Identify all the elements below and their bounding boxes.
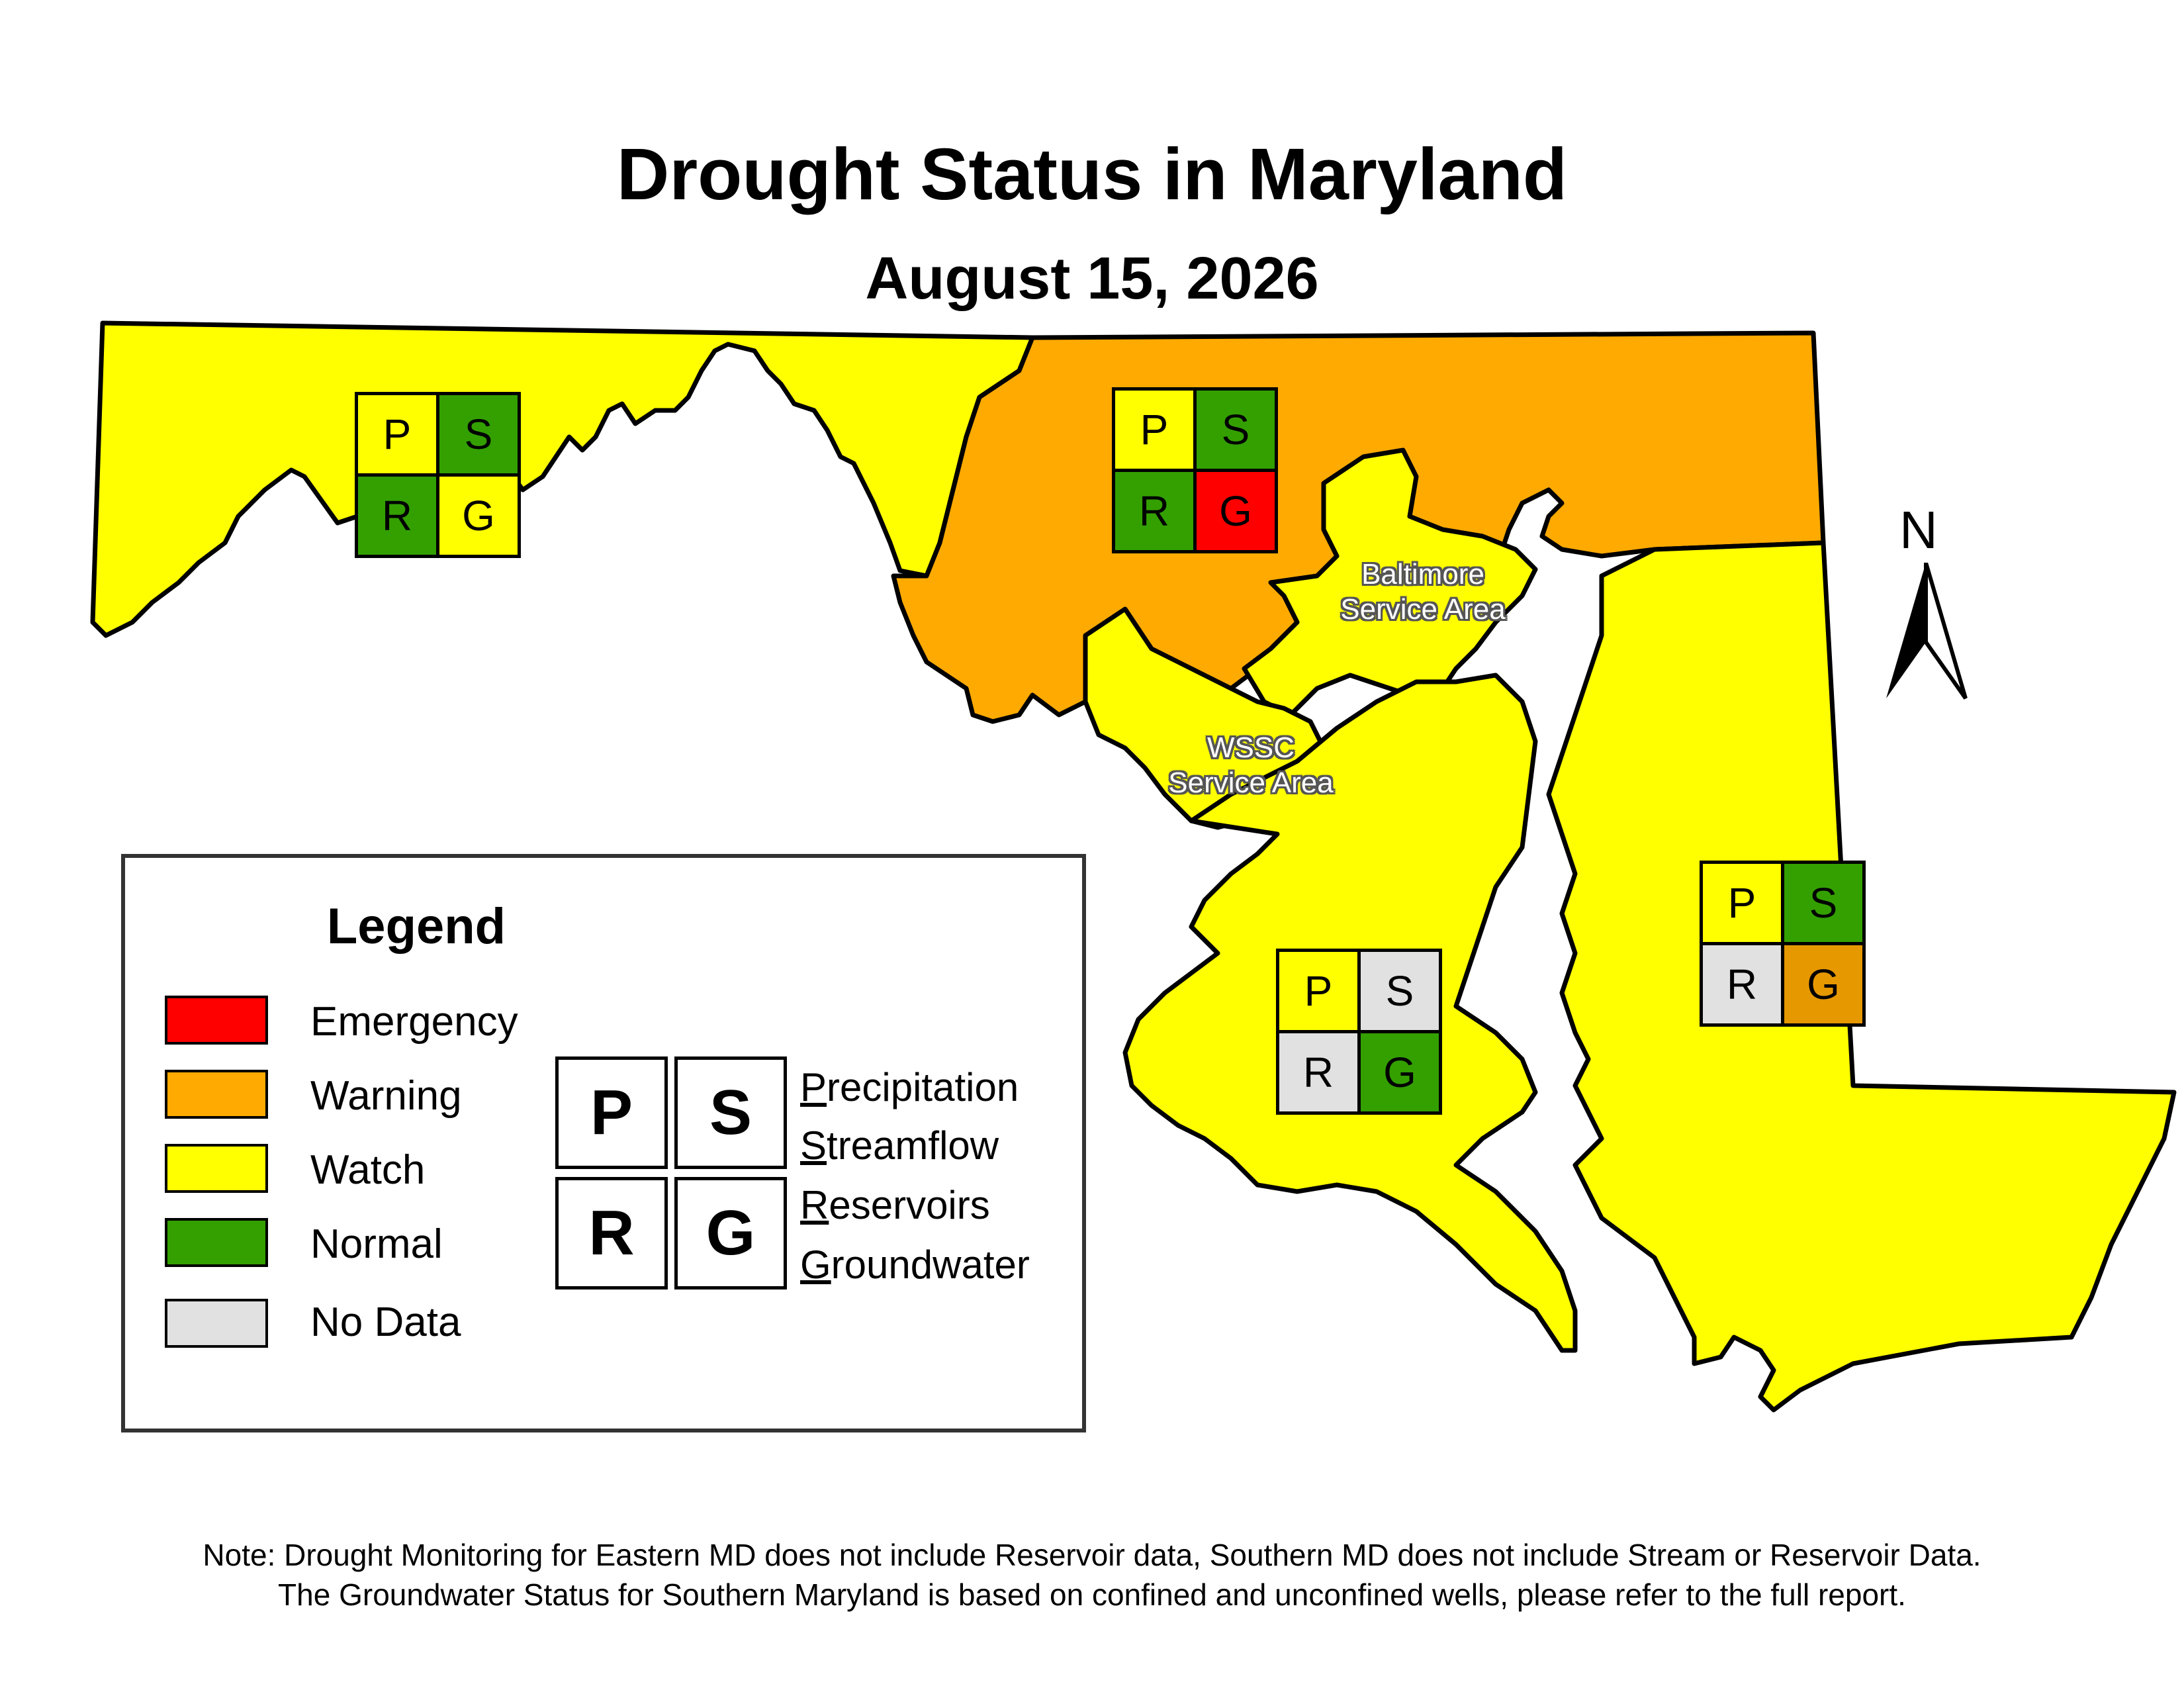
wssc-service-area-label: WSSC Service Area	[1138, 731, 1363, 801]
indicator-s: S	[1781, 861, 1866, 945]
indicator-p: P	[355, 392, 439, 477]
legend-swatch-watch	[165, 1144, 268, 1193]
indicator-g: G	[1193, 469, 1278, 553]
legend-swatch-warning	[165, 1070, 268, 1119]
legend-key-g: G	[674, 1177, 787, 1289]
wssc-label-line-1: WSSC	[1207, 731, 1295, 764]
north-label: N	[1899, 500, 1938, 559]
indicator-s: S	[1357, 949, 1442, 1033]
legend-label-watch: Watch	[310, 1147, 426, 1193]
legend-swatch-normal	[165, 1218, 268, 1267]
legend-label-normal: Normal	[310, 1221, 443, 1267]
legend-swatch-no-data	[165, 1299, 268, 1348]
legend: Legend Emergency Warning Watch Normal No…	[121, 854, 1086, 1432]
map-date: August 15, 2026	[865, 246, 1319, 312]
indicator-g: G	[1357, 1030, 1442, 1115]
legend-label-no-data: No Data	[310, 1299, 461, 1345]
indicator-r: R	[1700, 942, 1784, 1027]
indicator-p: P	[1276, 949, 1361, 1033]
baltimore-label-line-2: Service Area	[1340, 592, 1506, 626]
wssc-label-line-2: Service Area	[1168, 766, 1334, 799]
legend-key-label-streamflow: Streamflow	[800, 1123, 999, 1168]
indicator-g: G	[436, 473, 521, 558]
baltimore-service-area-label: Baltimore Service Area	[1317, 557, 1529, 628]
indicator-r: R	[1112, 469, 1197, 553]
region-western	[90, 320, 1035, 638]
legend-title: Legend	[326, 898, 506, 955]
baltimore-label-line-1: Baltimore	[1361, 558, 1484, 590]
legend-key-p: P	[555, 1056, 668, 1169]
indicator-s: S	[436, 392, 521, 477]
legend-label-emergency: Emergency	[310, 999, 518, 1045]
legend-key-label-reservoirs: Reservoirs	[800, 1183, 990, 1227]
legend-label-warning: Warning	[310, 1073, 462, 1119]
north-arrow-icon	[1886, 563, 1968, 700]
legend-key-s: S	[674, 1056, 787, 1169]
indicator-p: P	[1112, 387, 1197, 472]
indicator-g: G	[1781, 942, 1866, 1027]
indicator-r: R	[1276, 1030, 1361, 1115]
region-eastern	[1546, 540, 2177, 1413]
legend-swatch-emergency	[165, 996, 268, 1045]
indicator-p: P	[1700, 861, 1784, 945]
legend-key-r: R	[555, 1177, 668, 1289]
legend-key-label-precipitation: Precipitation	[800, 1065, 1019, 1109]
map-title: Drought Status in Maryland	[616, 134, 1568, 215]
indicator-r: R	[355, 473, 439, 558]
legend-key-label-groundwater: Groundwater	[800, 1243, 1030, 1287]
note-line-2: The Groundwater Status for Southern Mary…	[278, 1577, 1906, 1612]
indicator-s: S	[1193, 387, 1278, 472]
note-line-1: Note: Drought Monitoring for Eastern MD …	[203, 1538, 1981, 1572]
